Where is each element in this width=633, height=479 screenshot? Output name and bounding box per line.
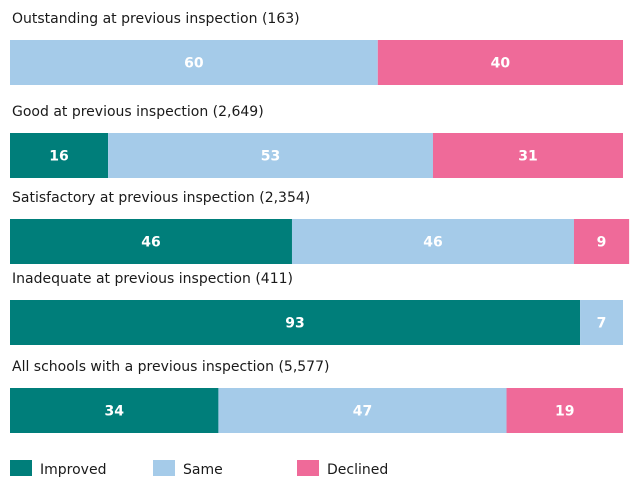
value-label: 46 xyxy=(423,235,442,251)
value-label: 47 xyxy=(353,404,372,420)
bar-segment xyxy=(10,300,581,345)
bar-segment xyxy=(377,40,623,85)
category-label: Inadequate at previous inspection (411) xyxy=(12,271,293,287)
legend-swatch xyxy=(10,460,32,476)
category-label: All schools with a previous inspection (… xyxy=(12,359,329,375)
value-label: 31 xyxy=(518,149,537,165)
bar-segment xyxy=(580,300,623,345)
legend-label: Declined xyxy=(327,462,388,478)
bar-segment xyxy=(10,219,292,264)
bar-segment xyxy=(432,133,623,178)
bar-segment xyxy=(291,219,574,264)
bar-segment xyxy=(108,133,433,178)
value-label: 60 xyxy=(184,56,204,72)
value-label: 9 xyxy=(597,235,607,251)
value-label: 53 xyxy=(261,149,280,165)
value-label: 7 xyxy=(597,316,607,332)
value-label: 16 xyxy=(49,149,68,165)
value-label: 93 xyxy=(285,316,304,332)
legend-swatch xyxy=(297,460,319,476)
bar-segment xyxy=(573,219,630,264)
bar-segment xyxy=(506,388,623,433)
bar-segment xyxy=(10,388,219,433)
legend-label: Improved xyxy=(40,462,106,478)
value-label: 19 xyxy=(555,404,574,420)
bar-segment xyxy=(10,133,109,178)
bar-segment xyxy=(10,40,378,85)
legend-label: Same xyxy=(183,462,223,478)
category-label: Outstanding at previous inspection (163) xyxy=(12,11,300,27)
category-label: Satisfactory at previous inspection (2,3… xyxy=(12,190,310,206)
legend-swatch xyxy=(153,460,175,476)
value-label: 34 xyxy=(104,404,124,420)
bar-segment xyxy=(218,388,507,433)
category-label: Good at previous inspection (2,649) xyxy=(12,104,264,120)
value-label: 40 xyxy=(491,56,511,72)
value-label: 46 xyxy=(141,235,160,251)
